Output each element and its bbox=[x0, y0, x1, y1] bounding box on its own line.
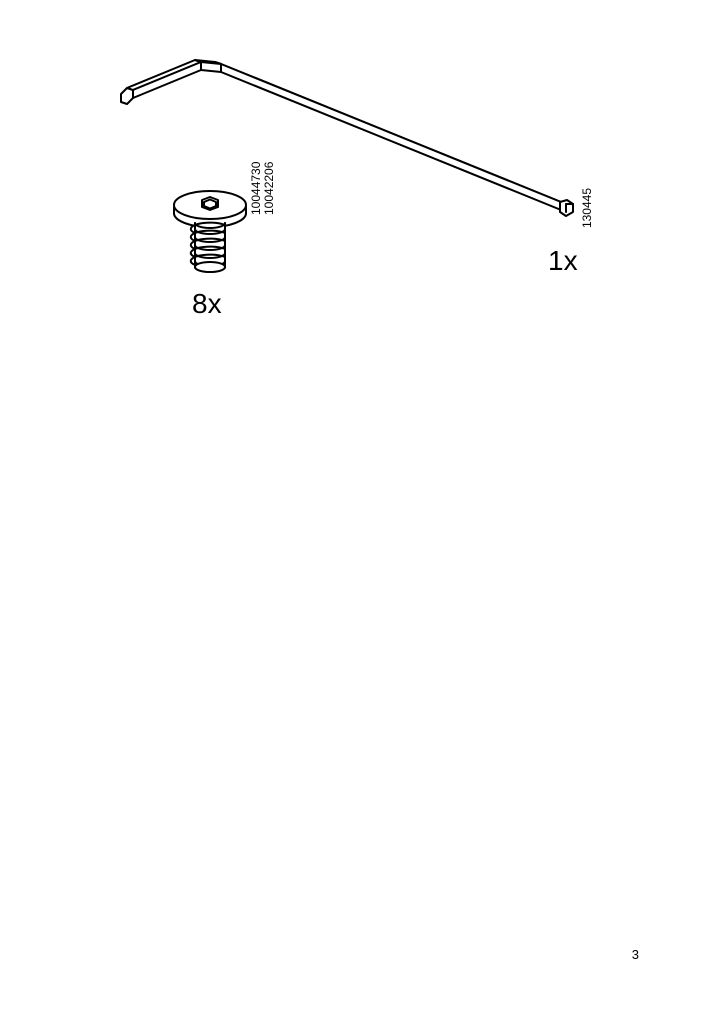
screw-illustration bbox=[170, 185, 250, 280]
assembly-manual-page: 8x 1x 10044730 10042206 130445 3 bbox=[0, 0, 714, 1012]
screw-part-numbers: 10044730 10042206 bbox=[250, 162, 275, 215]
page-number: 3 bbox=[632, 947, 639, 962]
allen-key-quantity: 1x bbox=[548, 245, 578, 277]
screw-quantity: 8x bbox=[192, 288, 222, 320]
allen-key-part-number: 130445 bbox=[580, 188, 594, 228]
screw-part-number-2: 10042206 bbox=[263, 162, 276, 215]
screw-part-number-1: 10044730 bbox=[250, 162, 263, 215]
